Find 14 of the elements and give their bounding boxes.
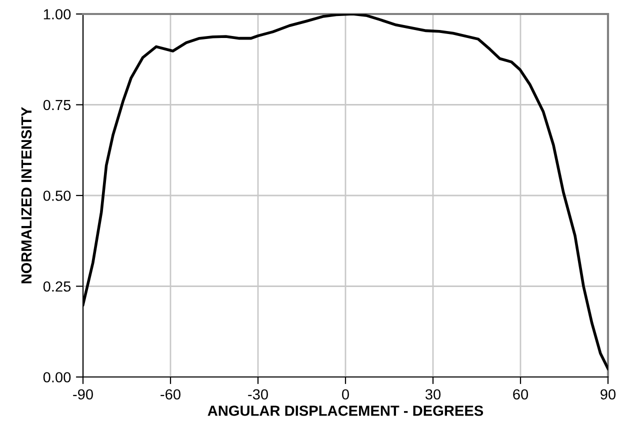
y-tick-label: 0.00 — [43, 372, 71, 382]
y-tick-label: 1.00 — [44, 9, 71, 20]
x-axis-title: ANGULAR DISPLACEMENT - DEGREES — [208, 406, 484, 416]
x-tick-label: -60 — [160, 389, 180, 400]
y-tick-label: 0.25 — [43, 281, 71, 292]
x-tick-label: 90 — [600, 389, 616, 400]
x-tick-label: 30 — [425, 389, 441, 400]
x-tick-label: 0 — [342, 389, 349, 400]
x-tick-label: 60 — [513, 389, 528, 400]
y-axis-title: NORMALIZED INTENSITY — [21, 107, 32, 284]
x-tick-label: -30 — [248, 389, 268, 400]
x-tick-label: -90 — [73, 389, 93, 400]
y-tick-label: 0.50 — [43, 190, 71, 201]
y-tick-label: 0.75 — [43, 100, 71, 110]
